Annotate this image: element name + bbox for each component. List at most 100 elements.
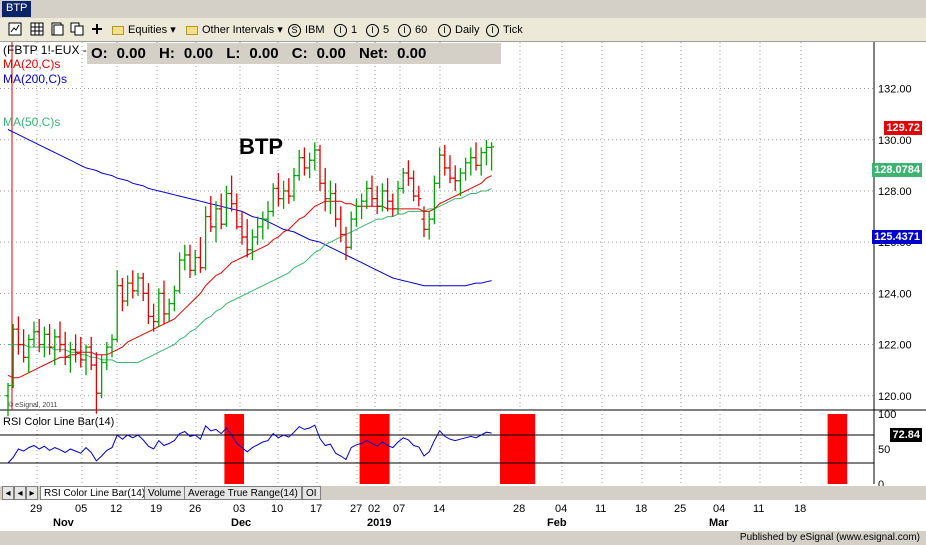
- x-month-label: 2019: [367, 517, 392, 529]
- x-day-label: 02: [368, 503, 381, 515]
- interval-icon: I: [366, 23, 379, 37]
- low-value: 0.00: [249, 45, 279, 62]
- x-day-label: 11: [753, 503, 765, 515]
- rsi-label[interactable]: RSI Color Line Bar(14): [3, 416, 115, 428]
- x-day-label: 04: [555, 503, 568, 515]
- interval-icon: I: [334, 23, 347, 37]
- folder-icon: [186, 25, 198, 35]
- folder-icon: [112, 25, 124, 35]
- y-tick-label: 120.00: [878, 391, 912, 403]
- rsi-tick-label: 50: [878, 444, 890, 456]
- dropdown-arrow-icon: ▾: [277, 24, 283, 36]
- status-footer: Published by eSignal (www.esignal.com): [0, 531, 926, 545]
- x-day-label: 26: [189, 503, 202, 515]
- x-day-label: 12: [110, 503, 123, 515]
- rsi-overbought-zone: [224, 414, 244, 484]
- open-label: O:: [91, 45, 108, 62]
- daily-button[interactable]: I Daily: [438, 21, 479, 39]
- ma50-line: [8, 187, 492, 363]
- chart-watermark: BTP: [239, 134, 283, 159]
- interval-icon: I: [398, 23, 411, 37]
- window-titlebar: BTP: [0, 0, 926, 18]
- x-month-label: Dec: [231, 517, 252, 529]
- rsi-tag: 72.84: [890, 428, 922, 442]
- rsi-overbought-zone: [359, 414, 390, 484]
- x-day-label: 05: [75, 503, 88, 515]
- x-day-label: 27: [350, 503, 363, 515]
- net-value: 0.00: [397, 45, 427, 62]
- equities-menu[interactable]: Equities ▾: [112, 21, 176, 39]
- tab-oi[interactable]: OI: [302, 486, 321, 500]
- open-value: 0.00: [116, 45, 146, 62]
- ma200-label[interactable]: MA(200,C)s: [3, 72, 68, 86]
- copy-icon[interactable]: [70, 22, 84, 36]
- x-day-label: 07: [393, 503, 406, 515]
- page-icon[interactable]: [50, 22, 64, 36]
- symbol-label: (FBTP 1!-EUX -: [3, 43, 87, 57]
- equities-label: Equities: [128, 24, 168, 36]
- tick-button[interactable]: I Tick: [486, 21, 523, 39]
- add-icon[interactable]: [90, 22, 104, 36]
- esignal-copyright: © eSignal, 2011: [8, 402, 58, 409]
- interval-60-label: 60: [415, 24, 428, 36]
- scroll-first-icon[interactable]: ◂: [2, 486, 14, 500]
- y-tick-label: 132.00: [878, 84, 912, 96]
- rsi-overbought-zone: [500, 414, 536, 484]
- y-tick-label: 130.00: [878, 135, 912, 147]
- high-value: 0.00: [183, 45, 214, 62]
- tab-atr[interactable]: Average True Range(14): [184, 486, 302, 500]
- x-day-label: 18: [794, 503, 807, 515]
- other-intervals-menu[interactable]: Other Intervals ▾: [186, 21, 283, 39]
- x-day-label: 28: [513, 503, 526, 515]
- ma200-line: [7, 129, 492, 287]
- ma50-tag: 128.0784: [872, 163, 922, 177]
- symbol-label: IBM: [305, 24, 325, 36]
- dropdown-arrow-icon: ▾: [170, 24, 176, 36]
- rsi-tick-label: 100: [878, 409, 896, 421]
- net-label: Net:: [359, 45, 389, 62]
- scroll-right-icon[interactable]: ▸: [26, 486, 38, 500]
- x-axis: 29 05 12 19 26 03 10 17 27 02 07 14 28 04 11 18 25 04 11 18…: [0, 500, 926, 532]
- ma200-tag: 125.4371: [872, 230, 922, 244]
- interval-5-label: 5: [383, 24, 390, 36]
- tab-volume[interactable]: Volume: [144, 486, 186, 500]
- y-tick-label: 128.00: [878, 186, 912, 198]
- symbol-button[interactable]: S IBM: [288, 21, 325, 39]
- new-chart-icon[interactable]: [8, 22, 22, 36]
- rsi-line: [7, 424, 492, 464]
- indicator-tabstrip: ◂ ◂ ▸ RSI Color Line Bar(14) Volume Aver…: [0, 486, 926, 500]
- x-day-label: 11: [595, 503, 607, 515]
- interval-60-button[interactable]: I 60: [398, 21, 427, 39]
- ma20-line: [7, 175, 492, 379]
- interval-icon: I: [486, 23, 499, 37]
- x-day-label: 03: [233, 503, 246, 515]
- y-tick-label: 124.00: [878, 288, 912, 300]
- ma20-label[interactable]: MA(20,C)s: [3, 57, 61, 71]
- x-day-label: 10: [271, 503, 284, 515]
- published-by-text: Published by eSignal (www.esignal.com): [739, 532, 920, 543]
- scroll-left-icon[interactable]: ◂: [14, 486, 26, 500]
- x-month-label: Nov: [53, 517, 74, 529]
- window-title[interactable]: BTP: [2, 1, 32, 17]
- grid-icon[interactable]: [30, 22, 44, 36]
- close-label: C:: [291, 45, 308, 62]
- x-day-label: 14: [433, 503, 446, 515]
- tab-rsi-color-line-bar[interactable]: RSI Color Line Bar(14): [40, 486, 150, 500]
- rsi-overbought-zone: [827, 414, 848, 484]
- close-value: 0.00: [316, 45, 346, 62]
- x-month-label: Feb: [547, 517, 567, 529]
- chart-area[interactable]: 132.00130.00128.00126.00124.00122.00120.…: [0, 42, 926, 545]
- symbol-icon: S: [288, 23, 301, 37]
- price-chart[interactable]: 132.00130.00128.00126.00124.00122.00120.…: [0, 42, 926, 486]
- x-day-label: 25: [674, 503, 687, 515]
- high-label: H:: [159, 45, 175, 62]
- x-day-label: 18: [635, 503, 648, 515]
- other-intervals-label: Other Intervals: [202, 24, 275, 36]
- x-day-label: 29: [30, 503, 43, 515]
- x-day-label: 04: [713, 503, 726, 515]
- ma50-label[interactable]: MA(50,C)s: [3, 115, 61, 129]
- x-month-label: Mar: [709, 517, 729, 529]
